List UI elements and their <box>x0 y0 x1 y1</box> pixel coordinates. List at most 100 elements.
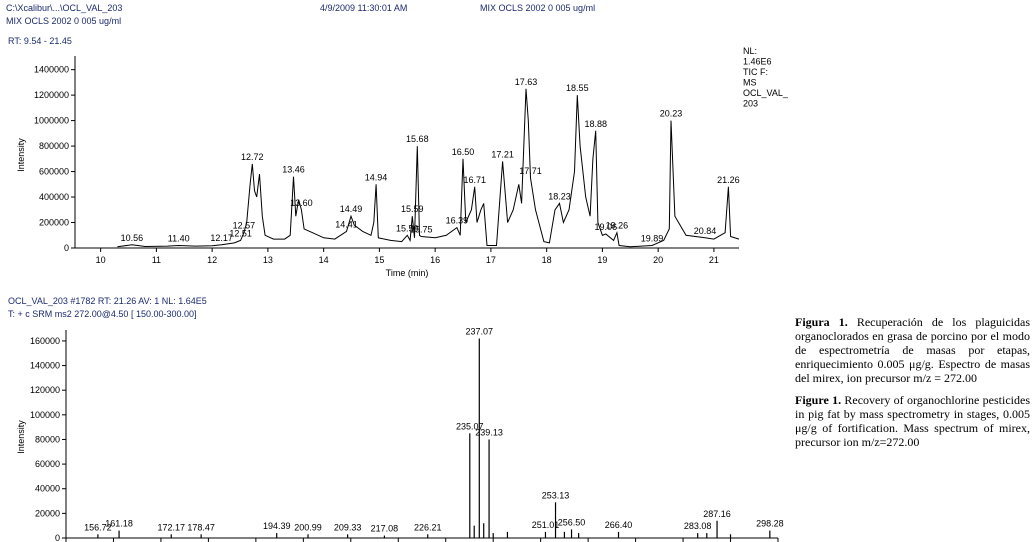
peak-label: 15.59 <box>401 204 424 214</box>
sample-name: MIX OCLS 2002 0 005 ug/ml <box>6 16 121 26</box>
y-tick-label: 1200000 <box>34 90 69 100</box>
peak-label: 18.23 <box>548 191 571 201</box>
y-tick-label: 400000 <box>39 192 69 202</box>
x-tick-label: 17 <box>486 255 496 265</box>
x-tick-label: 14 <box>319 255 329 265</box>
x-tick-label: 13 <box>263 255 273 265</box>
caption-en: Figure 1. Recovery of organochlorine pes… <box>795 393 1030 449</box>
peak-label: 12.57 <box>233 221 256 231</box>
y-tick-label: 200000 <box>39 218 69 228</box>
y-tick-label: 1400000 <box>34 65 69 75</box>
file-path: C:\Xcalibur\...\OCL_VAL_203 <box>6 3 122 13</box>
peak-label: 251.01 <box>532 520 560 530</box>
peak-label: 17.63 <box>515 77 538 87</box>
acquisition-date: 4/9/2009 11:30:01 AM <box>320 3 407 13</box>
peak-label: 217.08 <box>371 524 399 534</box>
peak-label: 17.71 <box>519 166 542 176</box>
peak-label: 21.26 <box>717 175 740 185</box>
peak-label: 11.40 <box>168 233 190 243</box>
x-axis-title: Time (min) <box>386 268 429 278</box>
y-tick-label: 140000 <box>30 361 60 371</box>
y-tick-label: 1000000 <box>34 116 69 126</box>
caption-text: Recuperación de los plaguicidas organocl… <box>795 315 1030 385</box>
peak-label: 194.39 <box>263 521 291 531</box>
peak-label: 16.71 <box>463 175 486 185</box>
y-tick-label: 800000 <box>39 141 69 151</box>
side-label: NL: <box>743 46 757 56</box>
peak-label: 14.49 <box>340 204 363 214</box>
peak-label: 10.56 <box>121 233 144 243</box>
peak-label: 16.50 <box>452 147 475 157</box>
peak-label: 256.50 <box>558 517 586 527</box>
peak-label: 178.47 <box>187 522 215 532</box>
x-tick-label: 12 <box>207 255 217 265</box>
x-tick-label: 20 <box>653 255 663 265</box>
x-tick-label: 15 <box>374 255 384 265</box>
chart-info: OCL_VAL_203 #1782 RT: 21.26 AV: 1 NL: 1.… <box>8 296 207 306</box>
y-tick-label: 20000 <box>35 508 60 518</box>
y-tick-label: 600000 <box>39 167 69 177</box>
peak-label: 253.13 <box>542 490 570 500</box>
caption-es: Figura 1. Recuperación de los plaguicida… <box>795 315 1030 385</box>
x-tick-label: 18 <box>542 255 552 265</box>
y-tick-label: 160000 <box>30 336 60 346</box>
y-tick-label: 60000 <box>35 459 60 469</box>
peak-label: 16.39 <box>446 216 469 226</box>
peak-label: 239.13 <box>475 427 503 437</box>
x-tick-label: 10 <box>96 255 106 265</box>
peak-label: 19.06 <box>594 222 617 232</box>
peak-label: 237.07 <box>466 326 494 336</box>
peak-label: 13.46 <box>282 165 305 175</box>
caption: Figura 1. Recuperación de los plaguicida… <box>795 315 1030 457</box>
peak-label: 161.18 <box>105 519 133 529</box>
peak-label: 283.08 <box>684 521 712 531</box>
y-axis-title: Intensity <box>16 420 26 454</box>
peak-label: 287.16 <box>703 509 731 519</box>
peak-label: 226.21 <box>414 522 442 532</box>
chart-info: RT: 9.54 - 21.45 <box>8 36 72 46</box>
chart-info: T: + c SRM ms2 272.00@4.50 [ 150.00-300.… <box>8 309 197 319</box>
peak-label: 209.33 <box>334 522 362 532</box>
peak-label: 19.89 <box>641 233 664 243</box>
peak-label: 235.07 <box>456 421 484 431</box>
y-tick-label: 0 <box>64 243 69 253</box>
side-label: OCL_VAL_ <box>743 88 789 98</box>
peak-label: 17.21 <box>491 149 514 159</box>
caption-label: Figura 1. <box>795 315 848 329</box>
y-tick-label: 100000 <box>30 410 60 420</box>
peak-label: 12.51 <box>229 228 252 238</box>
side-label: MS <box>743 78 757 88</box>
sample-name: MIX OCLS 2002 0 005 ug/ml <box>480 3 595 13</box>
figure: C:\Xcalibur\...\OCL_VAL_203 MIX OCLS 200… <box>6 3 789 542</box>
peak-label: 20.23 <box>660 109 683 119</box>
y-tick-label: 80000 <box>35 434 60 444</box>
y-tick-label: 40000 <box>35 484 60 494</box>
peak-label: 15.68 <box>406 134 429 144</box>
y-axis-title: Intensity <box>16 138 26 172</box>
side-label: 203 <box>743 99 758 109</box>
peak-label: 19.26 <box>606 221 629 231</box>
peak-label: 15.50 <box>396 223 419 233</box>
caption-text: Recovery of organochlorine pesticides in… <box>795 393 1031 449</box>
peak-label: 14.41 <box>335 219 358 229</box>
x-tick-label: 21 <box>709 255 719 265</box>
peak-label: 15.75 <box>410 225 433 235</box>
trace <box>117 88 740 248</box>
side-label: 1.46E6 <box>743 57 772 67</box>
x-tick-label: 19 <box>597 255 607 265</box>
x-tick-label: 11 <box>152 255 161 265</box>
peak-label: 172.17 <box>157 522 185 532</box>
y-tick-label: 120000 <box>30 385 60 395</box>
peak-label: 12.17 <box>210 233 233 243</box>
peak-label: 20.84 <box>694 226 717 236</box>
side-label: TIC F: <box>743 67 768 77</box>
peak-label: 200.99 <box>294 522 322 532</box>
peak-label: 13.60 <box>290 198 313 208</box>
peak-label: 298.28 <box>756 519 784 529</box>
peak-label: 18.55 <box>566 83 589 93</box>
peak-label: 266.40 <box>605 520 633 530</box>
y-tick-label: 0 <box>55 533 60 542</box>
peak-label: 14.94 <box>365 172 388 182</box>
peak-label: 12.72 <box>241 152 264 162</box>
